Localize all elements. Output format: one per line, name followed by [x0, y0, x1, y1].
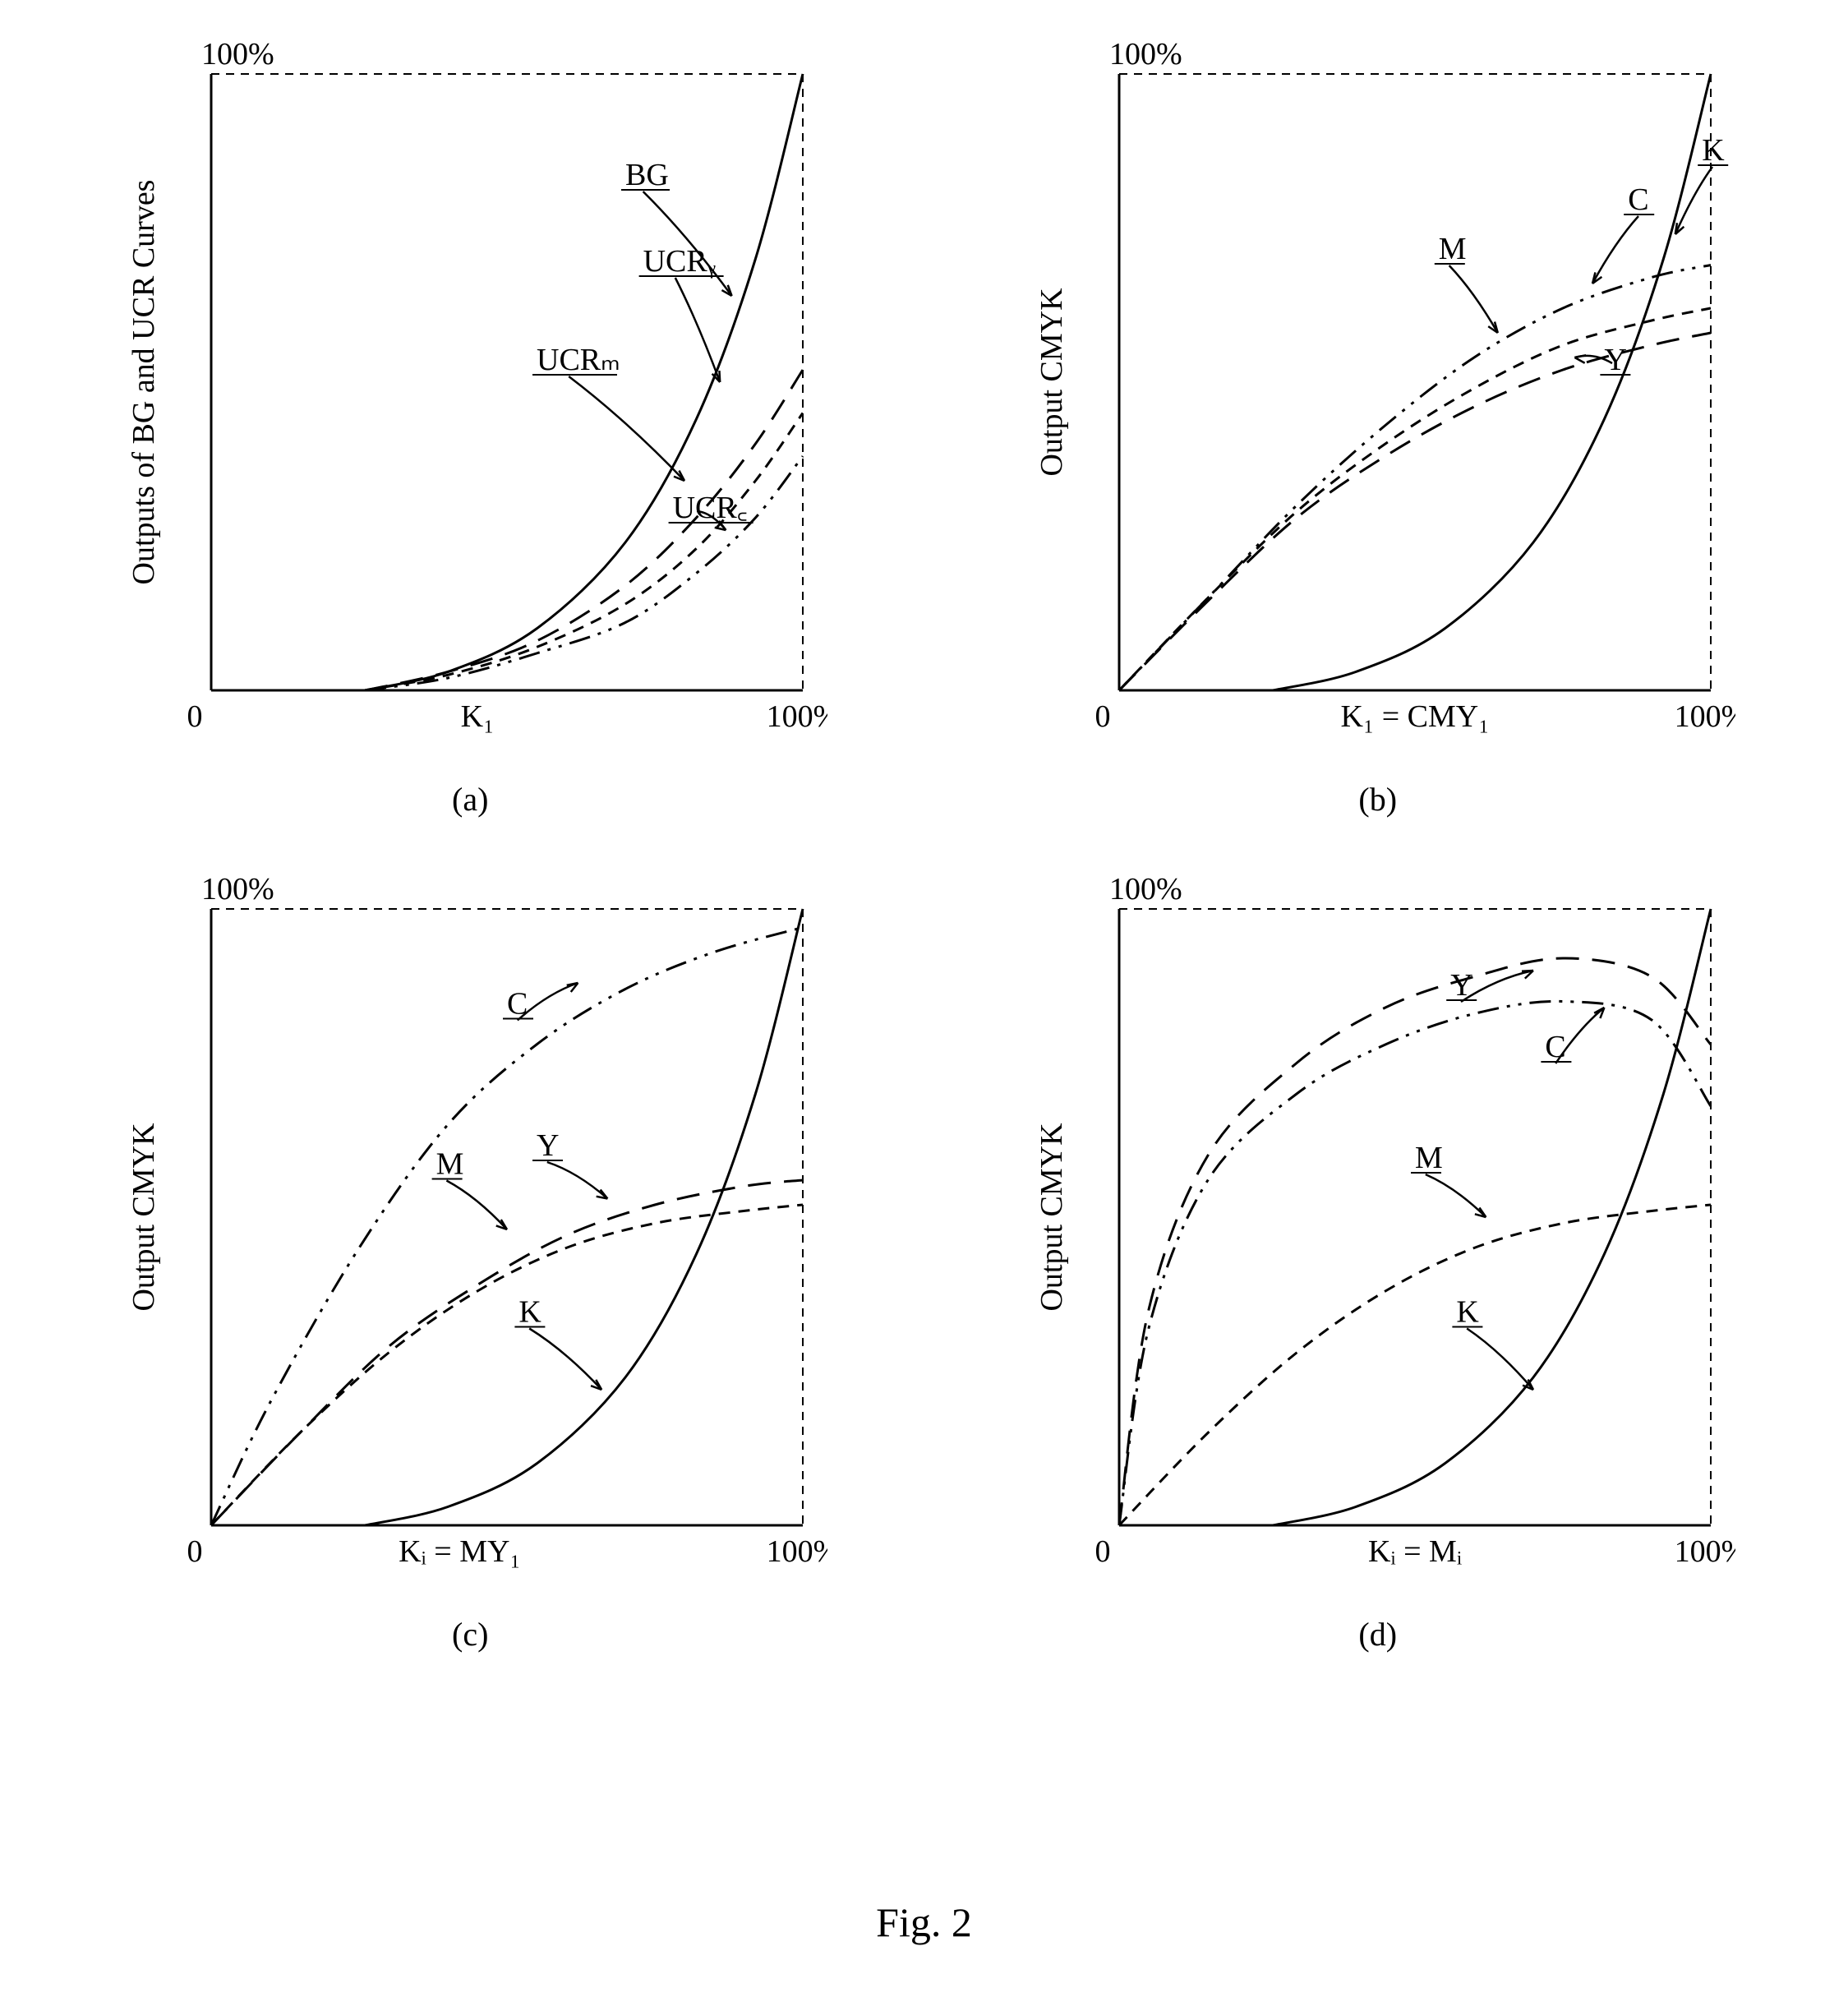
curve-label-M: M: [1415, 1141, 1443, 1175]
panel-a: 100% 0 100% K₁ Outputs of BG and UCR Cur…: [49, 33, 892, 819]
curve-label-UCRc: UCR꜀: [673, 491, 748, 525]
x-right-tick-label: 100%: [1674, 699, 1735, 734]
panel-sublabel: (d): [1358, 1615, 1397, 1654]
chart-panel: 100% 0 100% Kᵢ = MY₁ Output CMYK C Y M K: [113, 868, 827, 1587]
curve-label-K: K: [1702, 133, 1725, 168]
curve-label-UCRy: UCRᵧ: [643, 244, 716, 279]
curve-BG: [365, 74, 803, 690]
panel-sublabel: (b): [1358, 780, 1397, 819]
curve-K: [1273, 74, 1711, 690]
y-top-tick-label: 100%: [1109, 37, 1182, 71]
curve-label-M: M: [1439, 232, 1467, 266]
curve-label-K: K: [519, 1295, 542, 1330]
curve-M: [1119, 1205, 1711, 1525]
panel-c: 100% 0 100% Kᵢ = MY₁ Output CMYK C Y M K (c…: [49, 868, 892, 1654]
curve-Y: [211, 1180, 803, 1525]
page: 100% 0 100% K₁ Outputs of BG and UCR Cur…: [0, 0, 1848, 2011]
chart-panel: 100% 0 100% Kᵢ = Mᵢ Output CMYK YCMK: [1021, 868, 1735, 1587]
chart-panel: 100% 0 100% K₁ Outputs of BG and UCR Cur…: [113, 33, 827, 752]
y-axis-label: Output CMYK: [127, 1123, 161, 1312]
leader-arrow: [1467, 1329, 1533, 1391]
curve-Y: [1119, 958, 1711, 1525]
curve-label-BG: BG: [625, 158, 669, 192]
panel-b: 100% 0 100% K₁ = CMY₁ Output CMYK KCMY (…: [957, 33, 1800, 819]
curve-label-M: M: [436, 1147, 464, 1182]
curve-C: [1119, 265, 1711, 691]
leader-arrow: [547, 1162, 608, 1199]
y-top-tick-label: 100%: [201, 37, 274, 71]
origin-label: 0: [187, 1534, 203, 1569]
y-axis-label: Outputs of BG and UCR Curves: [127, 180, 161, 585]
y-top-tick-label: 100%: [1109, 872, 1182, 906]
leader-arrow: [1426, 1174, 1486, 1217]
panel-d: 100% 0 100% Kᵢ = Mᵢ Output CMYK YCMK (d): [957, 868, 1800, 1654]
origin-label: 0: [1095, 1534, 1110, 1569]
y-axis-label: Output CMYK: [1035, 288, 1069, 477]
x-right-tick-label: 100%: [767, 699, 827, 734]
leader-arrow: [447, 1181, 508, 1230]
curve-label-C: C: [1628, 182, 1648, 217]
leader-arrow: [1449, 265, 1497, 333]
y-axis-label: Output CMYK: [1035, 1123, 1069, 1312]
curve-label-C: C: [507, 987, 528, 1022]
curve-UCRy: [365, 370, 803, 690]
curve-K: [365, 909, 803, 1525]
panel-sublabel: (a): [452, 780, 488, 819]
x-axis-label: K₁ = CMY₁: [1340, 699, 1489, 734]
curve-Y: [1119, 333, 1711, 690]
x-right-tick-label: 100%: [767, 1534, 827, 1569]
curve-label-C: C: [1545, 1030, 1565, 1064]
origin-label: 0: [187, 699, 203, 734]
chart-d: 100% 0 100% Kᵢ = Mᵢ Output CMYK YCMK: [1021, 868, 1735, 1583]
curve-M: [211, 1205, 803, 1525]
chart-a: 100% 0 100% K₁ Outputs of BG and UCR Cur…: [113, 33, 827, 748]
arrowhead-icon: [1574, 355, 1586, 362]
leader-arrow: [529, 1329, 601, 1391]
curve-UCRm: [365, 413, 803, 691]
leader-arrow: [569, 376, 684, 481]
panel-sublabel: (c): [452, 1615, 488, 1654]
arrowhead-icon: [1522, 971, 1533, 979]
chart-panel: 100% 0 100% K₁ = CMY₁ Output CMYK KCMY: [1021, 33, 1735, 752]
figure-caption: Fig. 2: [0, 1898, 1848, 1946]
x-axis-label: K₁: [461, 699, 495, 734]
chart-c: 100% 0 100% Kᵢ = MY₁ Output CMYK C Y M K: [113, 868, 827, 1583]
x-axis-label: Kᵢ = MY₁: [399, 1534, 521, 1569]
curve-K: [1273, 909, 1711, 1525]
charts-grid: 100% 0 100% K₁ Outputs of BG and UCR Cur…: [0, 0, 1848, 1686]
y-top-tick-label: 100%: [201, 872, 274, 906]
curve-label-Y: Y: [537, 1128, 559, 1163]
curve-label-K: K: [1456, 1295, 1479, 1330]
leader-arrow: [1592, 216, 1638, 284]
x-axis-label: Kᵢ = Mᵢ: [1368, 1534, 1462, 1569]
chart-b: 100% 0 100% K₁ = CMY₁ Output CMYK KCMY: [1021, 33, 1735, 748]
origin-label: 0: [1095, 699, 1110, 734]
curve-label-UCRm: UCRₘ: [537, 343, 620, 377]
x-right-tick-label: 100%: [1674, 1534, 1735, 1569]
curve-C: [1119, 1001, 1711, 1525]
leader-arrow: [675, 278, 720, 382]
